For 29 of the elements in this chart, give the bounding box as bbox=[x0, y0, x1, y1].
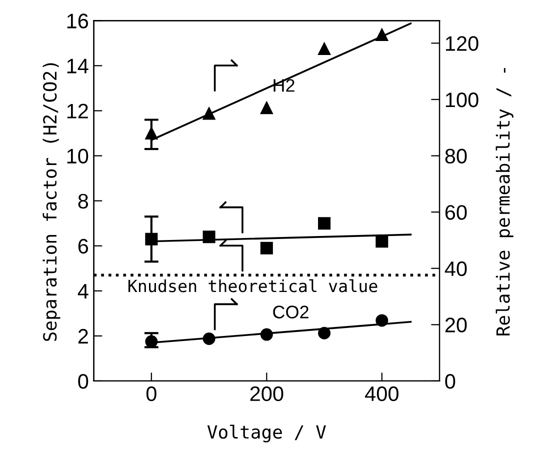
y2-tick-label: 60 bbox=[445, 205, 467, 220]
y-tick-label: 6 bbox=[78, 238, 88, 254]
y-tick-label: 8 bbox=[78, 194, 88, 209]
y-tick-label: 16 bbox=[67, 14, 88, 28]
y2-tick-label: 80 bbox=[445, 148, 467, 164]
y2-tick-label: 0 bbox=[445, 374, 456, 389]
y-tick-label: 14 bbox=[67, 58, 88, 74]
y2-tick-label: 20 bbox=[445, 318, 467, 332]
point bbox=[318, 42, 331, 56]
y-tick-label: 0 bbox=[78, 374, 88, 389]
x-tick-label: 400 bbox=[365, 386, 398, 402]
legend-label: CO2 bbox=[273, 306, 308, 318]
y2-tick-label: 40 bbox=[444, 261, 467, 276]
y-axis-title: Separation factor (H2/CO2) bbox=[42, 63, 60, 341]
point bbox=[318, 217, 331, 230]
x-tick-label: 200 bbox=[250, 386, 284, 402]
x-axis-title: Voltage / V bbox=[207, 424, 326, 442]
point bbox=[260, 102, 273, 114]
y2-tick-label: 100 bbox=[446, 92, 478, 108]
y-tick-label: 4 bbox=[78, 284, 88, 298]
y2-axis-title: Relative permeability / - bbox=[496, 68, 514, 336]
point bbox=[376, 235, 388, 248]
x-tick-label: 0 bbox=[146, 386, 156, 402]
point bbox=[260, 242, 273, 254]
y2-tick-label: 120 bbox=[446, 36, 478, 51]
ref-line-label: Knudsen theoretical value bbox=[128, 279, 378, 292]
y-tick-label: 2 bbox=[78, 328, 88, 344]
y-tick-label: 10 bbox=[67, 148, 88, 164]
y-tick-label: 12 bbox=[67, 104, 88, 118]
